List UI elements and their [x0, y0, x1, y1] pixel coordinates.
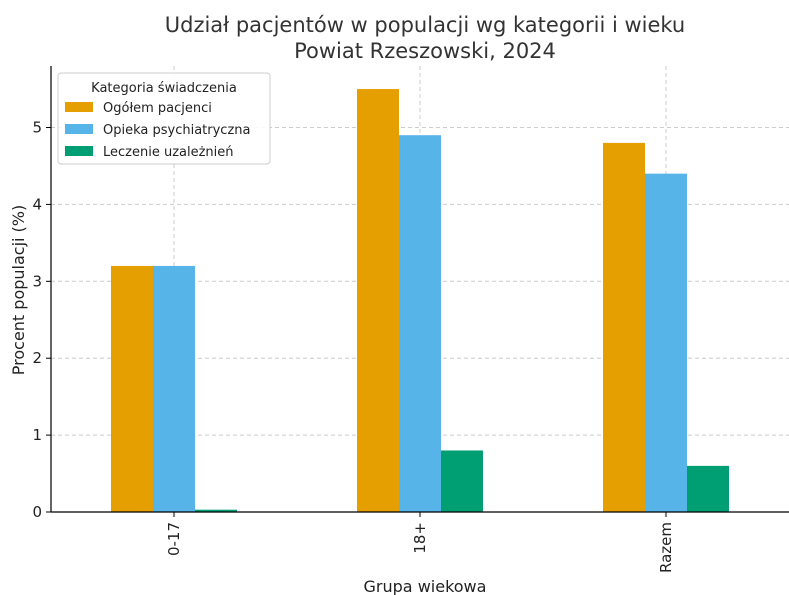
bar-opieka-psychiatryczna-razem: [645, 173, 687, 513]
legend-swatch: [65, 146, 93, 156]
x-tick-label: Razem: [657, 522, 675, 573]
chart-subtitle: Powiat Rzeszowski, 2024: [294, 39, 556, 63]
chart-title: Udział pacjentów w populacji wg kategori…: [165, 13, 686, 37]
legend-box: [57, 72, 271, 165]
bar-ogółem-pacjenci-0-17: [111, 265, 153, 512]
bars-layer: [111, 89, 729, 513]
bar-ogółem-pacjenci-18+: [357, 89, 399, 512]
y-tick-label: 5: [32, 119, 42, 137]
y-tick-label: 2: [32, 349, 42, 367]
bar-leczenie-uzależnień-razem: [687, 465, 729, 512]
bar-opieka-psychiatryczna-18+: [399, 135, 441, 512]
y-axis-label: Procent populacji (%): [9, 205, 28, 375]
bar-leczenie-uzależnień-18+: [441, 450, 483, 512]
legend: Kategoria świadczenia Ogółem pacjenci Opi…: [57, 72, 271, 165]
legend-label: Opieka psychiatryczna: [103, 123, 251, 138]
bar-opieka-psychiatryczna-0-17: [153, 265, 195, 512]
legend-label: Leczenie uzależnień: [103, 145, 234, 160]
x-axis-label: Grupa wiekowa: [364, 577, 487, 595]
legend-label: Ogółem pacjenci: [103, 101, 212, 116]
bar-ogółem-pacjenci-razem: [603, 142, 645, 512]
y-tick-label: 1: [32, 426, 42, 444]
y-tick-label: 4: [32, 195, 42, 213]
bar-leczenie-uzależnień-0-17: [195, 509, 237, 512]
y-tick-label: 3: [32, 272, 42, 290]
legend-items: Ogółem pacjenci Opieka psychiatryczna Lecz…: [65, 101, 251, 160]
y-tick-label: 0: [32, 503, 42, 521]
legend-swatch: [65, 124, 93, 134]
legend-title: Kategoria świadczenia: [91, 81, 237, 96]
x-tick-label: 18+: [411, 522, 429, 554]
x-tick-label: 0-17: [165, 522, 183, 556]
ticks-layer: 0 1 2 3 4 5 0-17 18+ Razem: [32, 119, 675, 573]
legend-swatch: [65, 102, 93, 112]
